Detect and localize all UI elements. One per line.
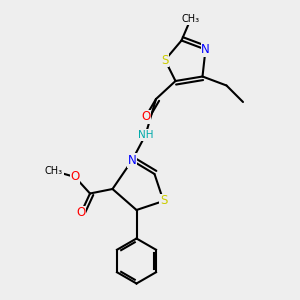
Text: O: O (76, 206, 85, 220)
Text: CH₃: CH₃ (182, 14, 200, 25)
Text: O: O (70, 170, 80, 184)
Text: S: S (160, 194, 167, 208)
Text: N: N (128, 154, 136, 167)
Text: O: O (141, 110, 150, 124)
Text: CH₃: CH₃ (45, 166, 63, 176)
Text: S: S (161, 53, 169, 67)
Text: NH: NH (138, 130, 153, 140)
Text: N: N (201, 43, 210, 56)
